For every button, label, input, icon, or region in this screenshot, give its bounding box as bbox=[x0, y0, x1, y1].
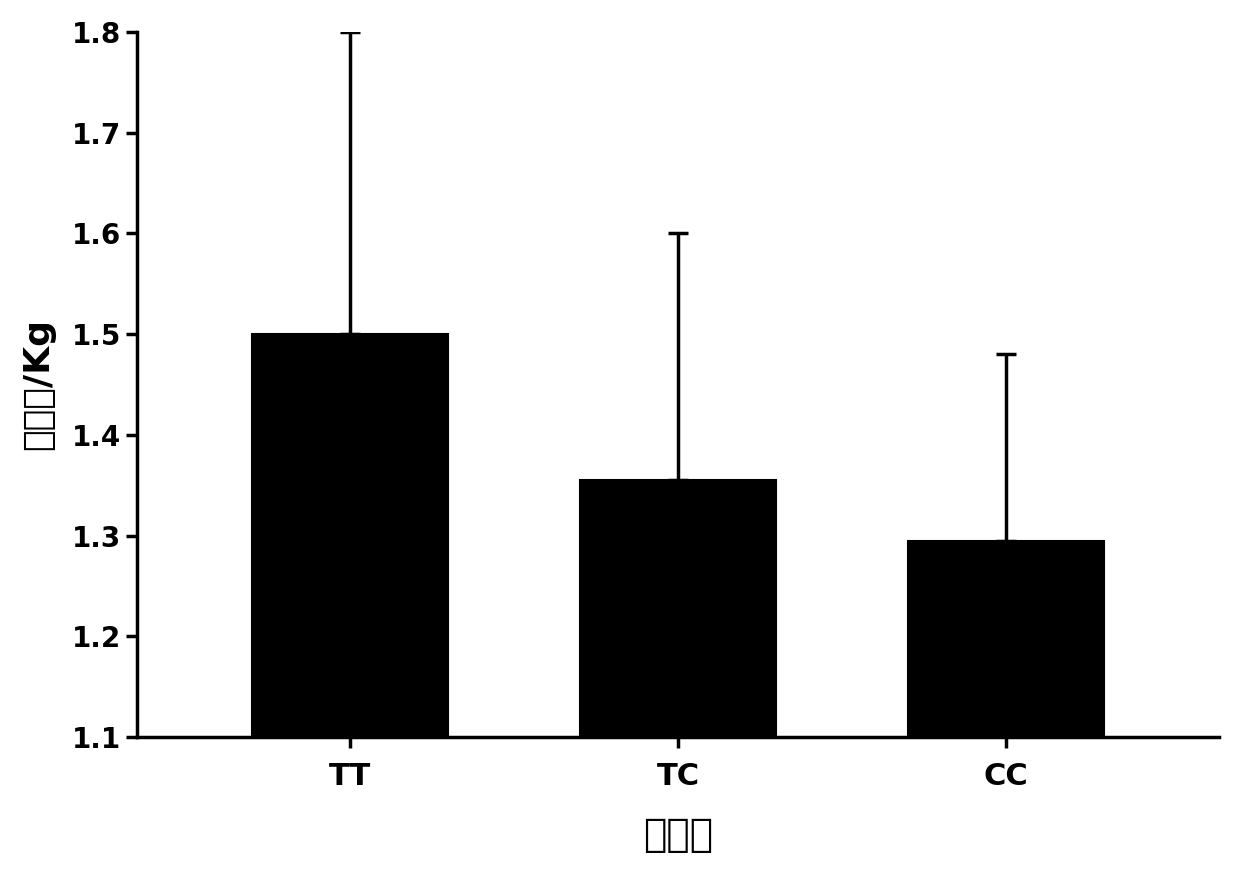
Y-axis label: 初生重/Kg: 初生重/Kg bbox=[21, 318, 55, 451]
Bar bbox=[908, 541, 1105, 737]
Bar bbox=[252, 334, 449, 737]
Bar bbox=[579, 480, 776, 737]
X-axis label: 基因型: 基因型 bbox=[644, 816, 713, 854]
